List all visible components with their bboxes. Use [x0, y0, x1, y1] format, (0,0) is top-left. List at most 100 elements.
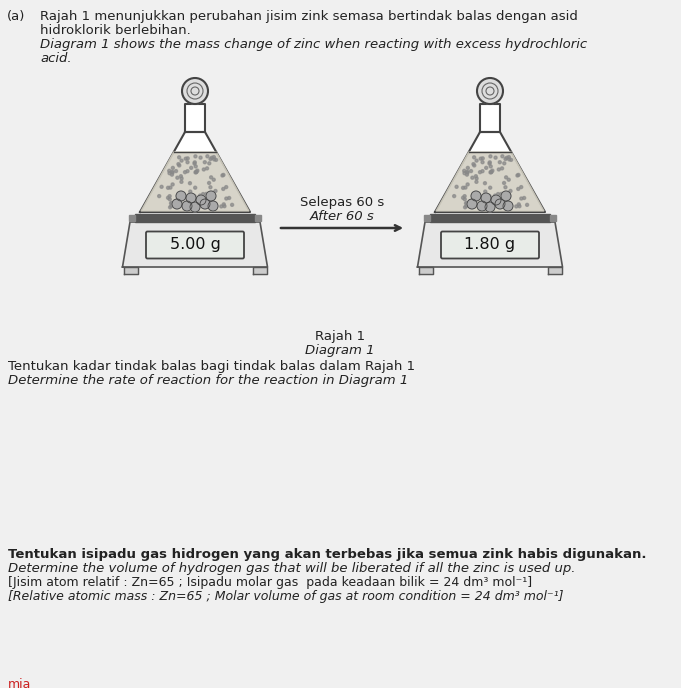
- Circle shape: [179, 175, 183, 178]
- Circle shape: [193, 195, 196, 197]
- Text: hidroklorik berlebihan.: hidroklorik berlebihan.: [40, 24, 191, 37]
- Circle shape: [491, 195, 501, 205]
- Polygon shape: [424, 215, 430, 221]
- Polygon shape: [480, 104, 500, 132]
- Circle shape: [182, 201, 192, 211]
- Circle shape: [180, 180, 183, 184]
- Text: acid.: acid.: [40, 52, 72, 65]
- Circle shape: [520, 186, 523, 189]
- Circle shape: [222, 203, 225, 206]
- Circle shape: [475, 159, 478, 162]
- Circle shape: [176, 191, 186, 201]
- Circle shape: [484, 190, 487, 193]
- Polygon shape: [550, 215, 556, 221]
- Circle shape: [489, 155, 492, 158]
- Circle shape: [205, 193, 208, 195]
- Circle shape: [484, 182, 486, 184]
- Circle shape: [184, 157, 187, 160]
- Circle shape: [489, 171, 492, 174]
- Circle shape: [467, 199, 477, 209]
- Circle shape: [186, 157, 189, 160]
- Polygon shape: [123, 267, 138, 274]
- Circle shape: [212, 191, 215, 194]
- Polygon shape: [417, 222, 563, 267]
- Circle shape: [196, 169, 199, 172]
- Circle shape: [170, 202, 174, 205]
- Circle shape: [172, 199, 182, 209]
- Circle shape: [492, 201, 495, 204]
- Circle shape: [501, 191, 511, 201]
- Circle shape: [489, 186, 492, 189]
- Circle shape: [453, 195, 456, 197]
- Circle shape: [475, 177, 478, 180]
- Circle shape: [191, 201, 194, 204]
- Circle shape: [186, 193, 196, 203]
- Circle shape: [490, 171, 493, 173]
- Circle shape: [464, 186, 467, 189]
- Polygon shape: [548, 267, 562, 274]
- Circle shape: [490, 171, 492, 173]
- Circle shape: [158, 195, 161, 197]
- Circle shape: [471, 176, 474, 179]
- Circle shape: [509, 158, 513, 162]
- Circle shape: [212, 155, 215, 158]
- Circle shape: [475, 180, 478, 184]
- Circle shape: [206, 167, 208, 170]
- Text: Diagram 1: Diagram 1: [305, 344, 375, 357]
- Circle shape: [169, 206, 172, 208]
- Circle shape: [481, 161, 484, 164]
- Circle shape: [190, 166, 193, 169]
- Circle shape: [494, 156, 497, 159]
- Circle shape: [214, 189, 217, 193]
- Circle shape: [465, 204, 468, 208]
- Polygon shape: [135, 214, 255, 222]
- Circle shape: [503, 201, 513, 211]
- Circle shape: [465, 202, 469, 205]
- Circle shape: [520, 197, 523, 200]
- Circle shape: [167, 196, 170, 200]
- Circle shape: [194, 155, 197, 158]
- Circle shape: [209, 158, 212, 160]
- Circle shape: [485, 166, 488, 169]
- Circle shape: [498, 161, 501, 164]
- Text: 5.00 g: 5.00 g: [170, 237, 221, 252]
- Text: 1.80 g: 1.80 g: [464, 237, 516, 252]
- Circle shape: [206, 155, 209, 158]
- Text: (a): (a): [7, 10, 25, 23]
- Text: Diagram 1 shows the mass change of zinc when reacting with excess hydrochloric: Diagram 1 shows the mass change of zinc …: [40, 38, 587, 51]
- Circle shape: [517, 187, 520, 191]
- Circle shape: [189, 182, 191, 184]
- Circle shape: [477, 201, 487, 211]
- Circle shape: [479, 157, 482, 160]
- Circle shape: [202, 168, 205, 171]
- Circle shape: [182, 78, 208, 104]
- Circle shape: [181, 197, 184, 201]
- Circle shape: [204, 161, 206, 164]
- Circle shape: [473, 155, 475, 159]
- Circle shape: [515, 205, 518, 208]
- Circle shape: [220, 205, 223, 208]
- Circle shape: [222, 173, 225, 176]
- Text: Determine the volume of hydrogen gas that will be liberated if all the zinc is u: Determine the volume of hydrogen gas tha…: [8, 562, 575, 575]
- Circle shape: [178, 164, 180, 167]
- Circle shape: [197, 201, 200, 204]
- Circle shape: [488, 162, 491, 165]
- Circle shape: [222, 187, 225, 191]
- Circle shape: [522, 197, 526, 200]
- Circle shape: [501, 155, 504, 158]
- Circle shape: [494, 194, 496, 197]
- Circle shape: [501, 167, 503, 170]
- Circle shape: [178, 155, 180, 159]
- Polygon shape: [436, 152, 544, 211]
- Circle shape: [507, 191, 510, 194]
- Circle shape: [170, 202, 172, 205]
- Circle shape: [475, 175, 477, 178]
- Text: Rajah 1 menunjukkan perubahan jisim zink semasa bertindak balas dengan asid: Rajah 1 menunjukkan perubahan jisim zink…: [40, 10, 578, 23]
- Circle shape: [225, 186, 227, 189]
- Circle shape: [486, 201, 489, 204]
- Circle shape: [212, 158, 216, 161]
- Circle shape: [509, 189, 512, 193]
- Circle shape: [172, 166, 174, 169]
- Circle shape: [190, 202, 200, 212]
- Circle shape: [160, 185, 163, 189]
